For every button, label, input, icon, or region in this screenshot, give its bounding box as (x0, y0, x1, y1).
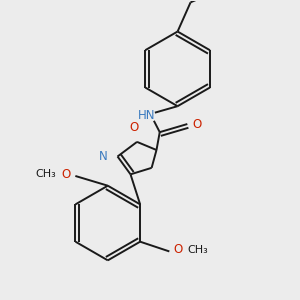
Text: O: O (61, 168, 70, 181)
Text: O: O (129, 121, 138, 134)
Text: methoxy1: methoxy1 (62, 190, 70, 191)
Text: CH₃: CH₃ (35, 169, 56, 179)
Text: O: O (174, 243, 183, 256)
Text: O: O (192, 118, 201, 130)
Text: CH₃: CH₃ (187, 245, 208, 255)
Text: HN: HN (138, 110, 155, 122)
Text: N: N (99, 150, 108, 163)
